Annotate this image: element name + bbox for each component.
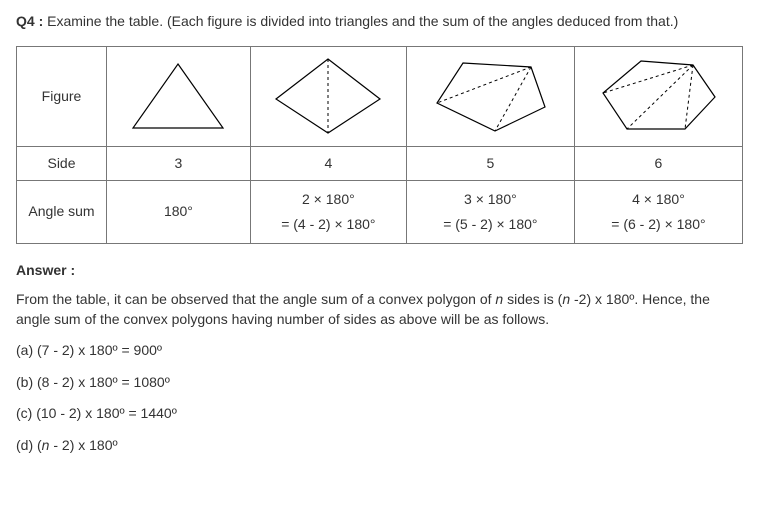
side-value: 3 [107,146,251,180]
angle-value: 180° [107,180,251,243]
answer-intro: From the table, it can be observed that … [16,290,743,329]
side-value: 4 [250,146,406,180]
side-value: 5 [406,146,574,180]
answer-text: - 2) x 180º [49,437,117,453]
side-value: 6 [574,146,742,180]
answer-item: (b) (8 - 2) x 180º = 1080º [16,373,743,393]
figure-quadrilateral [250,46,406,146]
row-label-figure: Figure [17,46,107,146]
answer-body: From the table, it can be observed that … [16,290,743,456]
question-number: Q4 : [16,13,43,29]
question-body: Examine the table. (Each figure is divid… [43,13,678,29]
answer-label: Answer : [16,262,743,278]
answer-text: From the table, it can be observed that … [16,291,495,307]
angle-text: = (5 - 2) × 180° [443,216,537,232]
answer-item: (a) (7 - 2) x 180º = 900º [16,341,743,361]
answer-item: (c) (10 - 2) x 180º = 1440º [16,404,743,424]
figure-hexagon [574,46,742,146]
angle-text: = (4 - 2) × 180° [281,216,375,232]
answer-text: sides is ( [503,291,562,307]
figure-triangle [107,46,251,146]
angle-value: 4 × 180° = (6 - 2) × 180° [574,180,742,243]
angle-value: 3 × 180° = (5 - 2) × 180° [406,180,574,243]
angle-text: 4 × 180° [632,191,685,207]
angle-text: = (6 - 2) × 180° [611,216,705,232]
variable-n: n [562,291,570,307]
angle-value: 2 × 180° = (4 - 2) × 180° [250,180,406,243]
figure-pentagon [406,46,574,146]
angle-text: 3 × 180° [464,191,517,207]
answer-text: (d) ( [16,437,42,453]
row-label-side: Side [17,146,107,180]
angle-text: 180° [164,203,193,219]
row-label-angle: Angle sum [17,180,107,243]
polygon-table: Figure [16,46,743,244]
answer-item: (d) (n - 2) x 180º [16,436,743,456]
question-text: Q4 : Examine the table. (Each figure is … [16,12,743,32]
angle-text: 2 × 180° [302,191,355,207]
